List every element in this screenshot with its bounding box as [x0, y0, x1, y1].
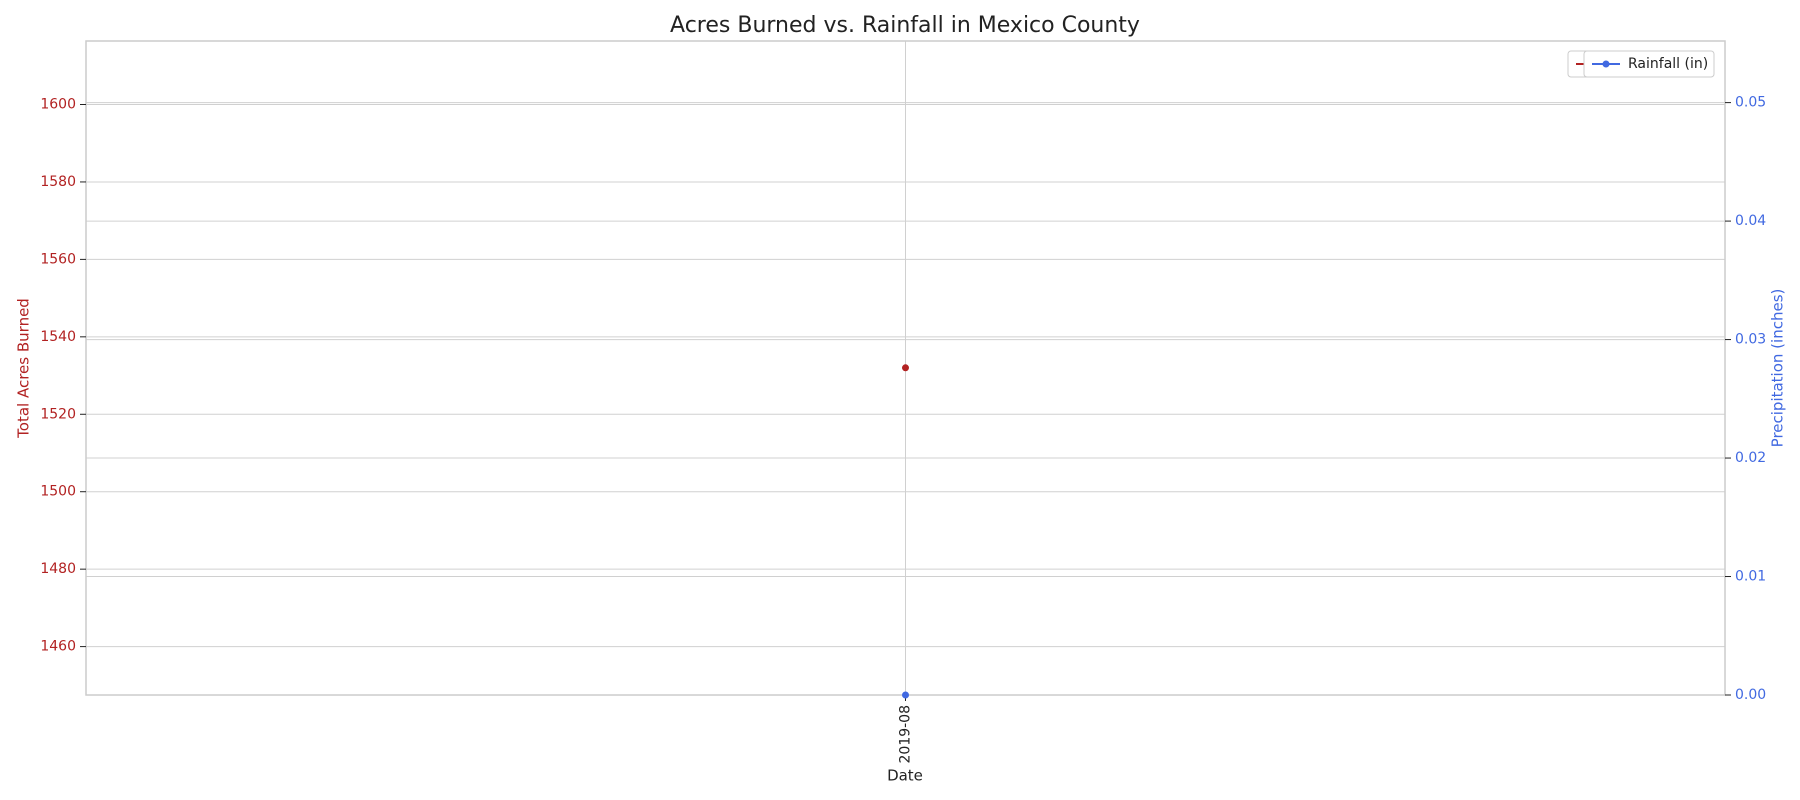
y-tick-label: 1480	[40, 561, 76, 577]
legend-box	[1583, 50, 1715, 78]
y-tick-label: 1580	[40, 174, 76, 190]
y-tick-label: 1540	[40, 329, 76, 345]
x-tick-label: 2019-08	[898, 705, 914, 764]
chart-title: Acres Burned vs. Rainfall in Mexico Coun…	[670, 13, 1140, 38]
y2-tick-label: 0.05	[1735, 95, 1766, 111]
y2-tick-label: 0.02	[1735, 450, 1766, 466]
y2-tick-label: 0.00	[1735, 687, 1766, 703]
y-tick-label: 1560	[40, 251, 76, 267]
legend: Rainfall (in)	[1583, 50, 1715, 78]
y2-tick-label: 0.04	[1735, 213, 1766, 229]
point	[902, 691, 909, 699]
x-axis-label: Date	[887, 767, 923, 785]
y-tick-label: 1600	[40, 97, 76, 113]
y2-axis-label: Precipitation (inches)	[1769, 289, 1787, 448]
point	[902, 364, 909, 372]
y-tick-label: 1460	[40, 639, 76, 655]
y2-tick-label: 0.01	[1735, 569, 1766, 585]
legend-label: Rainfall (in)	[1628, 56, 1708, 72]
y-axis-label: Total Acres Burned	[15, 298, 33, 439]
y2-tick-label: 0.03	[1735, 332, 1766, 348]
y-tick-label: 1520	[40, 406, 76, 422]
legend-marker	[1602, 60, 1610, 68]
y-tick-label: 1500	[40, 484, 76, 500]
